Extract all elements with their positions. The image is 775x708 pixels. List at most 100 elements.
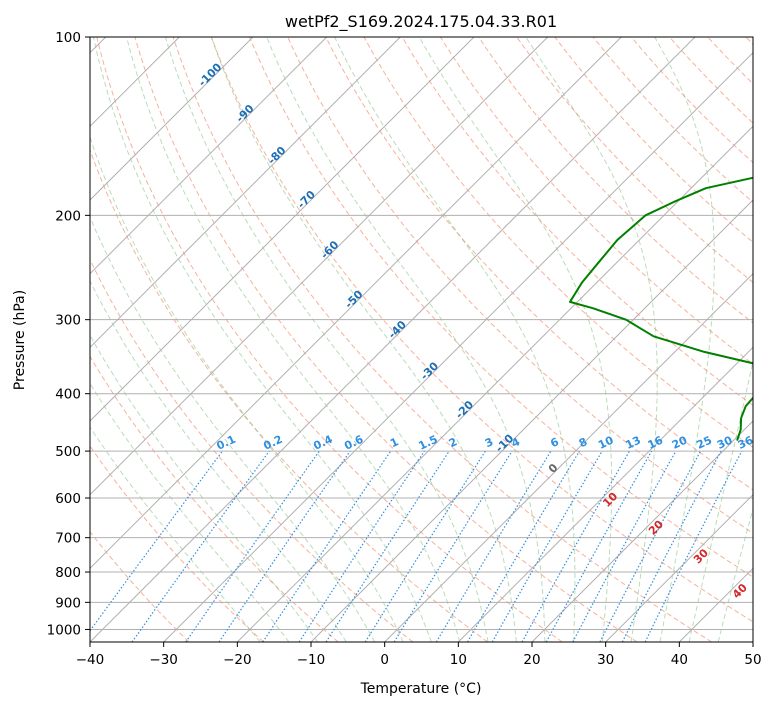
mixing-ratio-label: 10 xyxy=(596,433,616,451)
mixing-ratio-line xyxy=(545,450,653,642)
mixing-ratio-label: 25 xyxy=(695,434,714,452)
y-axis-label: Pressure (hPa) xyxy=(12,290,28,390)
moist-adiabat-line xyxy=(418,37,613,642)
dry-adiabat-line xyxy=(210,37,753,623)
isotherm-line xyxy=(531,420,753,642)
x-tick-label: −20 xyxy=(223,652,252,668)
mixing-ratio-line xyxy=(218,450,351,642)
dry-adiabat-line xyxy=(478,37,753,324)
isotherm-label: -100 xyxy=(196,60,225,89)
isotherm-line xyxy=(605,493,753,642)
mixing-ratio-line xyxy=(599,450,702,642)
chart-title: wetPf2_S169.2024.175.04.33.R01 xyxy=(285,12,557,32)
mixing-ratio-line xyxy=(325,450,450,642)
moist-adiabat-label: 30 xyxy=(691,546,711,566)
isotherm-label: -90 xyxy=(233,102,256,125)
moist-adiabat-label: 10 xyxy=(600,490,620,510)
isotherm-line xyxy=(90,37,549,496)
x-tick-label: 0 xyxy=(380,652,389,668)
dry-adiabat-line xyxy=(363,37,753,448)
moist-adiabat-line xyxy=(164,37,489,642)
moist-adiabat-line xyxy=(90,334,319,642)
mixing-ratio-label: 1.5 xyxy=(417,433,440,453)
moist-adiabat-line xyxy=(126,37,461,642)
y-tick-label: 300 xyxy=(55,313,81,329)
mixing-ratio-line xyxy=(131,450,270,642)
isotherm-line xyxy=(90,37,622,570)
isotherm-line xyxy=(457,346,753,642)
y-tick-label: 800 xyxy=(55,565,81,581)
isotherm-line xyxy=(236,125,753,642)
mixing-ratio-label: 13 xyxy=(624,434,643,452)
mixing-ratio-line xyxy=(298,450,425,642)
dry-adiabat-line xyxy=(90,355,339,642)
mixing-ratio-label: 16 xyxy=(646,433,666,451)
mixing-ratio-label: 36 xyxy=(736,433,756,451)
moist-adiabat-line xyxy=(90,135,404,642)
mixing-ratio-label: 0.4 xyxy=(311,433,334,453)
mixing-ratio-line xyxy=(90,450,223,632)
dry-adiabat-line xyxy=(287,37,753,534)
isotherm-label: -20 xyxy=(453,398,476,421)
mixing-ratio-line xyxy=(491,450,603,642)
mixing-ratio-label: 1 xyxy=(388,435,400,450)
y-tick-label: 200 xyxy=(55,208,81,224)
dry-adiabat-line xyxy=(172,37,712,642)
plot-frame xyxy=(89,36,754,643)
dry-adiabat-line xyxy=(592,37,753,203)
moist-adiabat-line xyxy=(688,358,753,642)
mixing-ratio-label: 4 xyxy=(510,435,523,450)
moist-adiabat-line xyxy=(90,426,261,642)
x-tick-label: −40 xyxy=(76,652,105,668)
x-tick-label: −30 xyxy=(149,652,178,668)
dry-adiabat-line xyxy=(90,258,414,642)
moist-adiabat-line xyxy=(90,382,290,642)
moist-adiabat-line xyxy=(266,37,546,642)
mixing-ratio-line xyxy=(364,450,486,642)
moist-adiabat-line xyxy=(334,37,576,642)
mixing-ratio-label: 2 xyxy=(447,435,459,450)
x-tick-label: −10 xyxy=(297,652,326,668)
mixing-ratio-line xyxy=(572,450,677,642)
dry-adiabat-line xyxy=(669,37,753,124)
dry-adiabat-line xyxy=(90,445,264,642)
mixing-ratio-line xyxy=(185,450,320,642)
dry-adiabat-line xyxy=(745,37,753,46)
isotherm-line xyxy=(163,51,753,642)
y-tick-label: 900 xyxy=(55,595,81,611)
isotherm-label: -30 xyxy=(418,359,441,382)
y-tick-label: 1000 xyxy=(47,622,81,638)
mixing-ratio-label: 3 xyxy=(483,435,495,450)
isotherm-line xyxy=(90,37,401,349)
isotherm-line xyxy=(752,641,753,642)
dry-adiabat-line xyxy=(401,37,753,406)
mixing-ratio-label: 0.6 xyxy=(342,433,365,453)
x-tick-label: 40 xyxy=(671,652,688,668)
isotherm-line xyxy=(90,37,696,642)
dry-adiabat-line xyxy=(96,37,563,642)
x-tick-label: 20 xyxy=(523,652,540,668)
isotherm-line xyxy=(310,199,753,642)
mixing-ratio-line xyxy=(621,450,722,642)
mixing-ratio-label: 20 xyxy=(670,433,690,451)
isotherm-label: -80 xyxy=(265,144,288,167)
x-tick-label: 50 xyxy=(744,652,761,668)
moist-adiabat-line xyxy=(210,37,517,642)
mixing-ratio-label: 6 xyxy=(548,435,561,450)
isotherm-line xyxy=(90,37,328,275)
y-tick-label: 600 xyxy=(55,491,81,507)
moist-adiabat-line xyxy=(717,506,753,642)
mixing-ratio-label: 30 xyxy=(715,433,735,451)
isotherm-label: -50 xyxy=(342,288,365,311)
moist-adiabat-line xyxy=(654,37,715,642)
moist-adiabat-line xyxy=(525,37,658,642)
mixing-ratio-line xyxy=(262,450,392,642)
mixing-ratio-label: 0.2 xyxy=(261,433,284,453)
y-tick-label: 100 xyxy=(55,30,81,46)
dry-adiabat-line xyxy=(90,531,190,642)
y-tick-label: 500 xyxy=(55,444,81,460)
mixing-ratio-line xyxy=(521,450,631,642)
x-axis-label: Temperature (°C) xyxy=(360,681,482,697)
